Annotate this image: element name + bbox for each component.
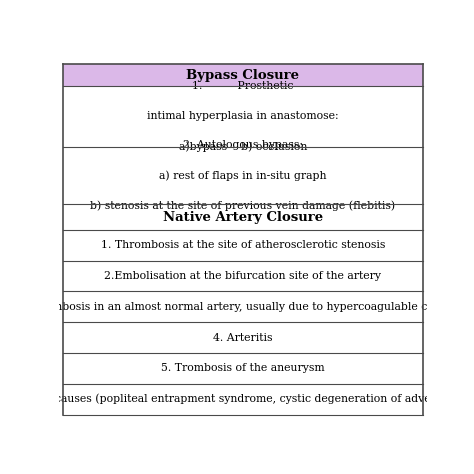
Text: causes (popliteal entrapment syndrome, cystic degeneration of adve: causes (popliteal entrapment syndrome, c… xyxy=(55,394,431,404)
Bar xyxy=(63,147,423,204)
Bar xyxy=(63,86,423,147)
Text: 1. Thrombosis at the site of atherosclerotic stenosis: 1. Thrombosis at the site of atheroscler… xyxy=(101,240,385,250)
Text: 1.          Prosthetic

intimal hyperplasia in anastomose:

a)bypass    b) occlu: 1. Prosthetic intimal hyperplasia in ana… xyxy=(147,82,339,152)
Text: Native Artery Closure: Native Artery Closure xyxy=(163,210,323,224)
Bar xyxy=(63,261,423,292)
Text: 2. Autologous bypass:

a) rest of flaps in in-situ graph

b) stenosis at the sit: 2. Autologous bypass: a) rest of flaps i… xyxy=(91,140,395,211)
Bar xyxy=(63,292,423,322)
Text: 2.Embolisation at the bifurcation site of the artery: 2.Embolisation at the bifurcation site o… xyxy=(104,271,382,281)
Text: 4. Arteritis: 4. Arteritis xyxy=(213,333,273,343)
Bar xyxy=(63,322,423,353)
Bar xyxy=(63,204,423,230)
Bar xyxy=(63,64,423,86)
Bar xyxy=(63,353,423,384)
Bar xyxy=(63,230,423,261)
Bar xyxy=(63,384,423,415)
Text: mbosis in an almost normal artery, usually due to hypercoagulable co: mbosis in an almost normal artery, usual… xyxy=(52,302,434,312)
Text: 5. Trombosis of the aneurysm: 5. Trombosis of the aneurysm xyxy=(161,364,325,374)
Text: Bypass Closure: Bypass Closure xyxy=(186,69,300,82)
